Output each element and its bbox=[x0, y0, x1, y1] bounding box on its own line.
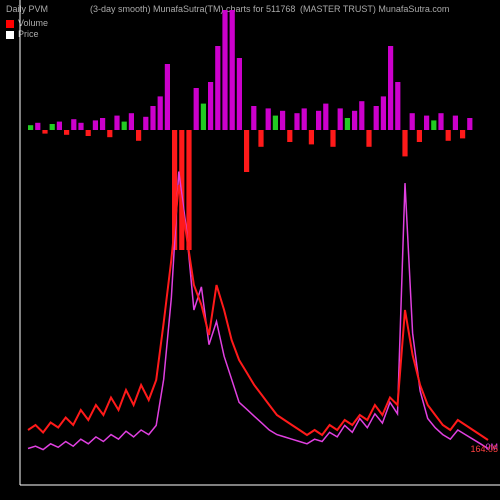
pvm-chart: Daily PVM (3-day smooth) MunafaSutra(TM)… bbox=[0, 0, 500, 500]
chart-canvas bbox=[0, 0, 500, 500]
end-label-price: 164.05 bbox=[470, 444, 498, 454]
